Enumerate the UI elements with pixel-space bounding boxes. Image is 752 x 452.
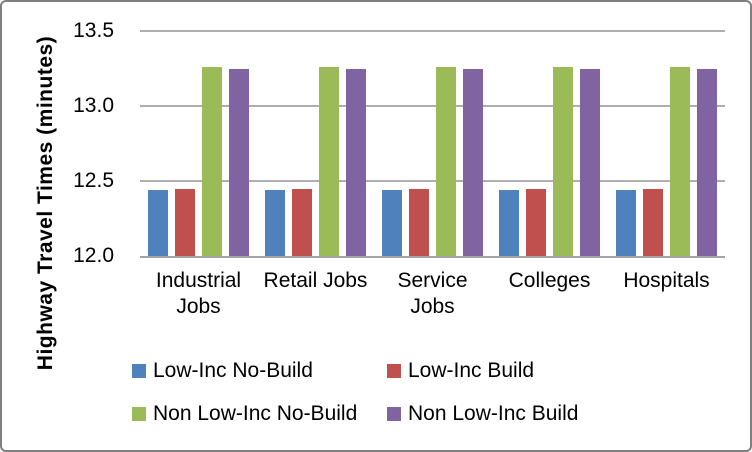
y-axis-title: Highway Travel Times (minutes) (34, 35, 57, 371)
legend-label: Low-Inc No-Build (153, 359, 313, 382)
legend-swatch-icon (132, 407, 146, 421)
category-label: Hospitals (623, 269, 710, 292)
bar-group-hospitals (608, 31, 725, 256)
plot-area (140, 30, 725, 258)
legend-entry: Non Low-Inc Build (387, 402, 578, 426)
bar (265, 190, 285, 256)
bar (148, 190, 168, 256)
legend-swatch-icon (387, 407, 401, 421)
legend-swatch-icon (132, 364, 146, 378)
grid-line (140, 105, 725, 107)
bar-groups (140, 31, 725, 256)
grid-line (140, 180, 725, 182)
bar (292, 188, 312, 256)
grid-line (140, 30, 725, 32)
bar (319, 67, 339, 256)
legend-label: Non Low-Inc Build (408, 402, 579, 425)
bar (553, 67, 573, 256)
category-label: Colleges (508, 269, 591, 292)
bar (499, 190, 519, 256)
bar (526, 188, 546, 256)
bar (346, 68, 366, 256)
bar (643, 188, 663, 256)
y-tick-label: 12.0 (73, 244, 114, 267)
bar (670, 67, 690, 256)
bar (229, 68, 249, 256)
bar (202, 67, 222, 256)
bar (580, 68, 600, 256)
legend-entry: Non Low-Inc No-Build (132, 402, 387, 426)
bar (382, 190, 402, 256)
bar (697, 68, 717, 256)
bar-group-service-jobs (374, 31, 491, 256)
legend-label: Low-Inc Build (408, 359, 535, 382)
bar (436, 67, 456, 256)
legend: Low-Inc No-Build Low-Inc Build Non Low-Inc… (132, 359, 692, 446)
bar (175, 188, 195, 256)
y-tick-label: 13.5 (73, 19, 114, 42)
category-label: Industrial Jobs (155, 269, 242, 318)
category-label: Service Jobs (397, 269, 468, 318)
bar-group-retail-jobs (257, 31, 374, 256)
bar (463, 68, 483, 256)
category-label: Retail Jobs (263, 269, 368, 292)
y-tick-label: 12.5 (73, 169, 114, 192)
legend-label: Non Low-Inc No-Build (153, 402, 358, 425)
bar-group-colleges (491, 31, 608, 256)
x-axis-category-labels: Industrial Jobs Retail Jobs Service Jobs Co… (140, 268, 725, 320)
legend-row: Non Low-Inc No-Build Non Low-Inc Build (132, 402, 692, 426)
legend-entry: Low-Inc No-Build (132, 359, 387, 383)
bar-group-industrial-jobs (140, 31, 257, 256)
legend-swatch-icon (387, 364, 401, 378)
legend-entry: Low-Inc Build (387, 359, 534, 383)
bar (409, 188, 429, 256)
legend-row: Low-Inc No-Build Low-Inc Build (132, 359, 692, 383)
y-tick-label: 13.0 (73, 94, 114, 117)
bar (616, 190, 636, 256)
